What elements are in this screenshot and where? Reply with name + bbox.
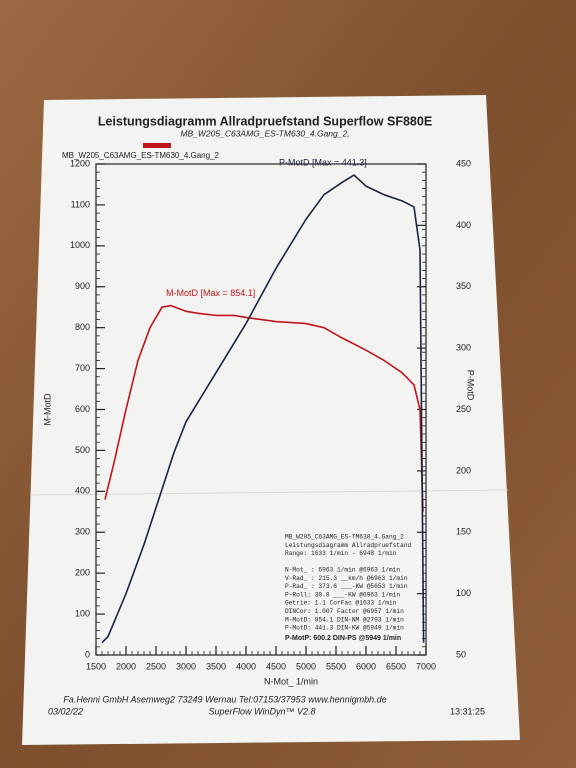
legend-label: MB_W205_C63AMG_ES-TM630_4.Gang_2: [62, 151, 220, 160]
y2-tick-label: 50: [456, 649, 466, 659]
y-tick-label: 1100: [71, 199, 90, 209]
x-tick-label: 3000: [176, 661, 196, 671]
x-tick-label: 6500: [386, 661, 406, 671]
y2-tick-label: 100: [456, 588, 471, 598]
info-line: Range: 1633 1/min - 6948 1/min: [285, 550, 397, 557]
y-axis-label: M-MotD: [42, 393, 52, 425]
paper: [22, 95, 520, 745]
plot: 0 100 200 300 400 500 600 700 800 900 1000 1100 1200…: [42, 157, 475, 686]
info-line: DINCor: 1.007 Factor @6957 1/min: [285, 608, 404, 615]
info-line: V-Rad_ : 215.3 __km/h @6963 1/min: [285, 575, 408, 582]
info-line: P-Roll: 30.8 ___-KW @6963 1/min: [285, 591, 400, 598]
series-line: [101, 174, 425, 644]
y-tick-label: 100: [75, 608, 90, 618]
y-tick-label: 700: [75, 363, 90, 373]
footer-company: Fa.Henni GmbH Asemweg2 73249 Wernau Tel:…: [63, 694, 386, 704]
x-tick-label: 5500: [326, 661, 346, 671]
y-tick-label: 200: [75, 568, 90, 578]
x-tick-label: 1500: [86, 661, 106, 671]
y2-tick-label: 450: [456, 158, 471, 168]
legend-swatch: [143, 143, 171, 148]
chart-title: Leistungsdiagramm Allradpruefstand Super…: [98, 114, 432, 128]
y-tick-label: 400: [75, 486, 90, 496]
y2-tick-label: 250: [456, 404, 471, 414]
info-line: P-MotD: 441.3 DIN-KW @5949 1/min: [285, 625, 404, 632]
info-line: N-Mot_ : 6963 1/min @6963 1/min: [285, 567, 400, 574]
y2-tick-label: 200: [456, 465, 471, 475]
y-tick-label: 1000: [70, 240, 90, 250]
info-line: MB_W205_C63AMG_ES-TM630_4.Gang_2: [285, 534, 404, 541]
info-line: Leistungsdiagramm Allradpruefstand: [285, 542, 412, 549]
y-tick-label: 0: [85, 649, 90, 659]
paper-fold: [29, 489, 509, 496]
info-line: P-Rad_ : 373.6 ___-KW @5653 1/min: [285, 583, 408, 590]
info-line: Getrie: 1.1 CorFac @1633 1/min: [285, 600, 397, 607]
chart-subtitle: MB_W205_C63AMG_ES-TM630_4.Gang_2,: [180, 128, 349, 138]
x-tick-label: 4500: [266, 661, 286, 671]
x-tick-label: 3500: [206, 661, 226, 671]
footer-time: 13:31:25: [450, 706, 485, 716]
info-highlight: P-MotP: 600.2 DIN-PS @5949 1/min: [285, 635, 401, 642]
y2-tick-label: 400: [456, 220, 471, 230]
footer-date: 03/02/22: [48, 706, 83, 716]
x-tick-label: 7000: [416, 661, 436, 671]
footer-software: SuperFlow WinDyn™ V2.8: [209, 706, 316, 716]
y-tick-label: 900: [75, 281, 90, 291]
x-tick-label: 5000: [296, 661, 316, 671]
y-tick-label: 800: [75, 322, 90, 332]
info-line: M-MotD: 854.1 DIN-NM @2793 1/min: [285, 616, 404, 623]
y-tick-label: 600: [75, 404, 90, 414]
x-tick-label: 2000: [116, 661, 136, 671]
y-tick-label: 500: [75, 445, 90, 455]
x-tick-label: 2500: [146, 661, 166, 671]
y2-tick-label: 150: [456, 527, 471, 537]
series-line: [104, 304, 424, 512]
series-annotation: M-MotD [Max = 854.1]: [166, 288, 255, 298]
x-tick-label: 4000: [236, 661, 256, 671]
y2-tick-label: 300: [456, 343, 471, 353]
y-tick-label: 300: [75, 527, 90, 537]
x-tick-label: 6000: [356, 661, 376, 671]
y2-tick-label: 350: [456, 281, 471, 291]
x-axis-label: N-Mot_ 1/min: [264, 676, 318, 686]
y2-axis-label: P-MotD: [466, 370, 476, 401]
y-tick-label: 1200: [70, 158, 90, 168]
series-annotation: P-MotD [Max = 441.3]: [279, 157, 367, 167]
